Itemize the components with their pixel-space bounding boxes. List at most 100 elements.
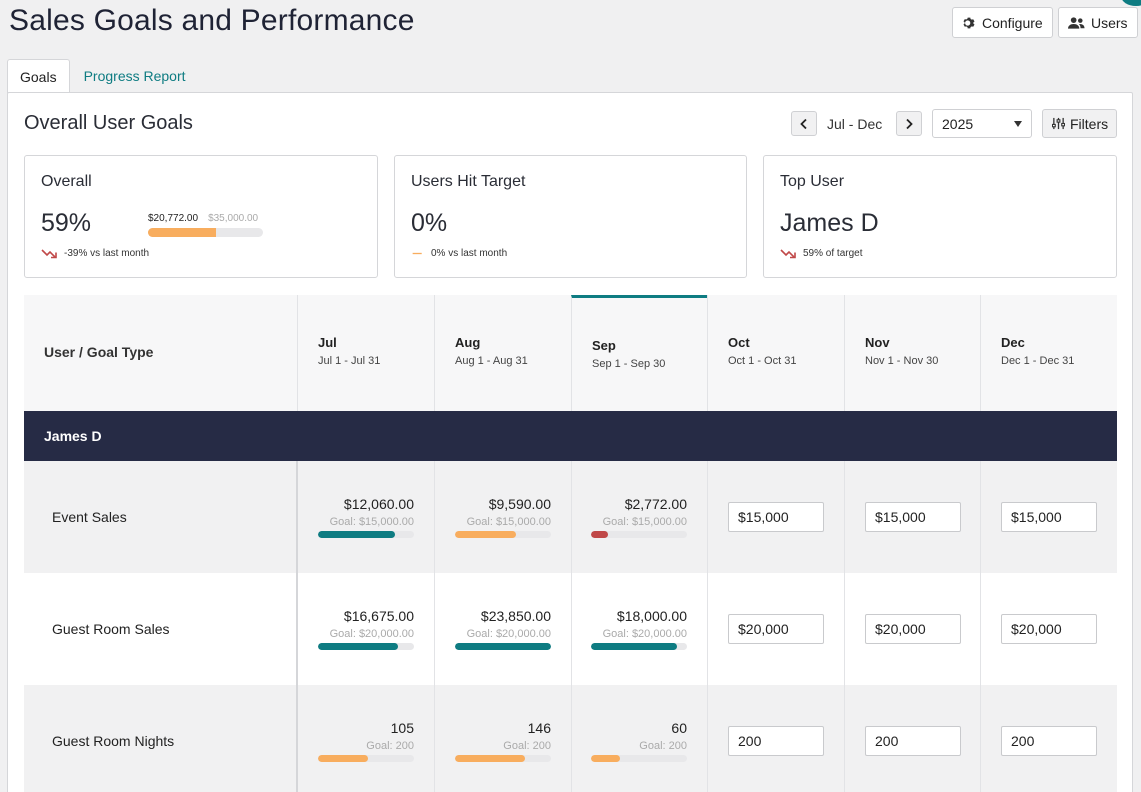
users-button[interactable]: Users xyxy=(1058,7,1138,38)
goal-progress-fill xyxy=(591,755,620,762)
actual-amount: $18,000.00 xyxy=(616,608,687,624)
filters-button[interactable]: Filters xyxy=(1042,109,1117,138)
configure-button[interactable]: Configure xyxy=(952,7,1053,38)
user-group-row[interactable]: James D xyxy=(24,411,1117,461)
top-user-card: Top User James D 59% of target xyxy=(763,155,1117,278)
goal-input-oct[interactable] xyxy=(728,726,824,756)
goal-progress-fill xyxy=(318,755,369,762)
goal-progress-fill xyxy=(318,643,398,650)
progress-target: $35,000.00 xyxy=(208,213,259,224)
column-month: Oct xyxy=(728,335,750,350)
actual-amount: $23,850.00 xyxy=(480,608,551,624)
column-header-oct: Oct Oct 1 - Oct 31 xyxy=(707,295,844,411)
card-footer: 0% vs last month xyxy=(411,248,507,259)
trend-text: 59% of target xyxy=(803,248,863,259)
column-month: Jul xyxy=(318,335,337,350)
tab-progress-report[interactable]: Progress Report xyxy=(83,68,186,84)
filters-label: Filters xyxy=(1070,115,1109,132)
card-value: 59% xyxy=(41,209,92,237)
actual-amount: $16,675.00 xyxy=(343,608,414,624)
next-period-button[interactable] xyxy=(896,111,922,136)
card-value: James D xyxy=(780,209,879,237)
table-row: Event Sales $12,060.00 Goal: $15,000.00 … xyxy=(24,461,1117,573)
goal-progress-fill xyxy=(591,643,678,650)
users-icon xyxy=(1068,16,1085,29)
goal-amount: Goal: $15,000.00 xyxy=(602,516,687,528)
card-title: Users Hit Target xyxy=(411,173,526,190)
actual-amount: $12,060.00 xyxy=(343,496,414,512)
page-title: Sales Goals and Performance xyxy=(9,4,415,37)
goal-amount: Goal: $15,000.00 xyxy=(329,516,414,528)
goal-progress-fill xyxy=(455,643,551,650)
goal-input-oct[interactable] xyxy=(728,502,824,532)
progress-current: $20,772.00 xyxy=(148,213,199,224)
column-range: Dec 1 - Dec 31 xyxy=(1001,355,1075,367)
tab-goals[interactable]: Goals xyxy=(7,59,70,93)
table-row: Guest Room Sales $16,675.00 Goal: $20,00… xyxy=(24,573,1117,685)
column-month: Sep xyxy=(592,338,616,353)
goal-amount: Goal: $15,000.00 xyxy=(466,516,551,528)
goal-input-dec[interactable] xyxy=(1001,614,1097,644)
prev-period-button[interactable] xyxy=(791,111,817,136)
goal-amount: Goal: 200 xyxy=(639,740,687,752)
year-select[interactable]: 2025 xyxy=(932,109,1032,138)
goal-progress-fill xyxy=(591,531,609,538)
goal-progress-bar xyxy=(455,643,551,650)
column-header-dec: Dec Dec 1 - Dec 31 xyxy=(980,295,1117,411)
goal-progress-bar xyxy=(591,531,687,538)
chevron-right-icon xyxy=(906,118,913,129)
corner-indicator xyxy=(1121,0,1141,6)
column-month: Nov xyxy=(865,335,890,350)
column-range: Jul 1 - Jul 31 xyxy=(318,355,381,367)
goal-input-nov[interactable] xyxy=(865,726,961,756)
card-value: 0% xyxy=(411,209,448,237)
column-range: Aug 1 - Aug 31 xyxy=(455,355,528,367)
column-header-nov: Nov Nov 1 - Nov 30 xyxy=(844,295,980,411)
goal-amount: Goal: 200 xyxy=(366,740,414,752)
chevron-left-icon xyxy=(800,118,807,129)
column-header-user: User / Goal Type xyxy=(44,344,154,360)
trend-text: -39% vs last month xyxy=(64,248,150,259)
goal-amount: Goal: 200 xyxy=(503,740,551,752)
card-title: Overall xyxy=(41,173,92,190)
caret-down-icon xyxy=(1014,121,1022,127)
goal-input-oct[interactable] xyxy=(728,614,824,644)
column-range: Nov 1 - Nov 30 xyxy=(865,355,939,367)
goal-input-dec[interactable] xyxy=(1001,726,1097,756)
column-header-jul: Jul Jul 1 - Jul 31 xyxy=(297,295,434,411)
progress-fill xyxy=(148,228,216,237)
goal-progress-bar xyxy=(455,755,551,762)
period-label: Jul - Dec xyxy=(827,116,883,132)
goal-progress-bar xyxy=(318,755,414,762)
actual-amount: 105 xyxy=(390,720,414,736)
trend-down-icon xyxy=(41,249,57,259)
goal-type-label: Guest Room Nights xyxy=(52,733,175,749)
goal-progress-fill xyxy=(318,531,395,538)
goal-amount: Goal: $20,000.00 xyxy=(466,628,551,640)
progress-track xyxy=(148,228,263,237)
goal-progress-fill xyxy=(455,531,517,538)
gear-icon xyxy=(963,17,975,28)
goal-input-nov[interactable] xyxy=(865,502,961,532)
goal-progress-bar xyxy=(591,755,687,762)
configure-label: Configure xyxy=(982,14,1043,31)
column-month: Aug xyxy=(455,335,481,350)
goal-type-label: Guest Room Sales xyxy=(52,621,170,637)
column-range: Sep 1 - Sep 30 xyxy=(592,358,666,370)
users-label: Users xyxy=(1091,14,1128,31)
overall-card: Overall 59% $20,772.00 $35,000.00 -39% v… xyxy=(24,155,378,278)
overall-progress: $20,772.00 $35,000.00 xyxy=(148,213,263,237)
card-title: Top User xyxy=(780,173,845,190)
goal-progress-bar xyxy=(455,531,551,538)
goal-progress-bar xyxy=(591,643,687,650)
goal-type-label: Event Sales xyxy=(52,509,127,525)
users-hit-card: Users Hit Target 0% 0% vs last month xyxy=(394,155,747,278)
column-range: Oct 1 - Oct 31 xyxy=(728,355,797,367)
trend-text: 0% vs last month xyxy=(431,248,508,259)
goal-input-nov[interactable] xyxy=(865,614,961,644)
goal-input-dec[interactable] xyxy=(1001,502,1097,532)
section-title: Overall User Goals xyxy=(24,112,193,134)
goal-progress-bar xyxy=(318,643,414,650)
year-value: 2025 xyxy=(942,115,974,132)
trend-flat-icon xyxy=(412,252,422,255)
